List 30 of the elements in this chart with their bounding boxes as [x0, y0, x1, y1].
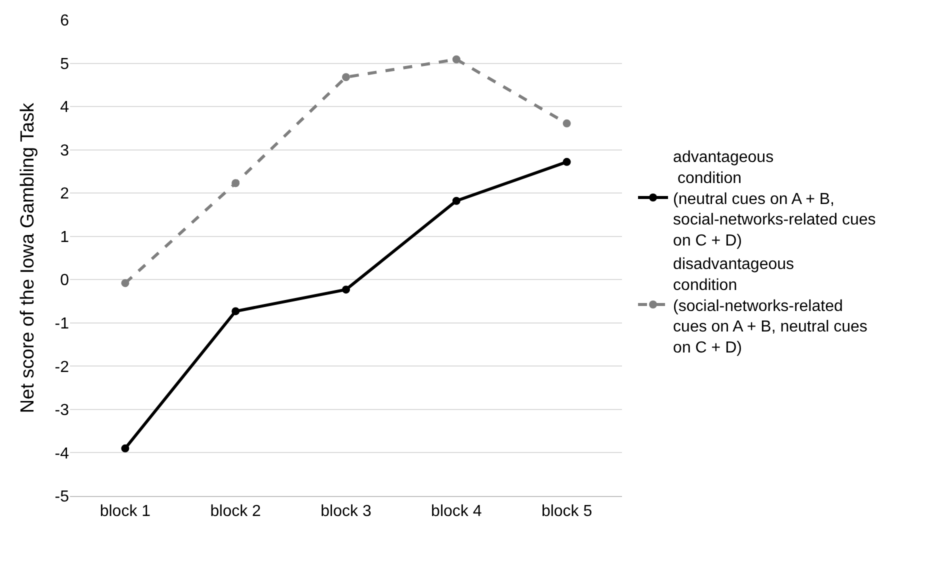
x-tick-label: block 2: [210, 503, 262, 520]
point: [121, 279, 130, 288]
point: [452, 196, 460, 205]
y-tick-label: 2: [60, 186, 70, 203]
y-tick-label: 1: [60, 228, 70, 246]
y-tick-label: 5: [60, 56, 70, 73]
y-tick-label: 6: [60, 12, 70, 30]
point: [562, 158, 571, 166]
y-tick-label: -5: [54, 488, 70, 506]
point: [232, 307, 240, 316]
y-tick-label: -1: [54, 316, 70, 333]
legend-label: disadvantageous condition (social-networks-related cues on A + B, neutral cues on C + D): [673, 256, 868, 356]
point: [452, 55, 460, 64]
y-tick-label: -3: [54, 402, 70, 420]
x-tick-label: block 3: [320, 503, 372, 520]
y-axis-title: Net score of the Iowa Gambling Task: [18, 102, 39, 414]
x-tick-label: block 4: [431, 503, 482, 520]
y-tick-label: 0: [60, 272, 70, 290]
point: [342, 73, 350, 82]
x-tick-label: block 5: [541, 503, 592, 520]
point: [232, 179, 240, 188]
y-tick-label: -2: [54, 358, 70, 376]
y-tick-label: 4: [60, 99, 70, 116]
y-tick-label: -4: [54, 445, 70, 462]
legend-label: advantageous condition (neutral cues on A + B, social-networks-related cues on C + D): [673, 149, 876, 250]
point: [562, 119, 571, 128]
point: [342, 286, 350, 294]
x-tick-label: block 1: [100, 503, 151, 520]
point: [121, 444, 130, 452]
y-tick-label: 3: [60, 142, 70, 160]
